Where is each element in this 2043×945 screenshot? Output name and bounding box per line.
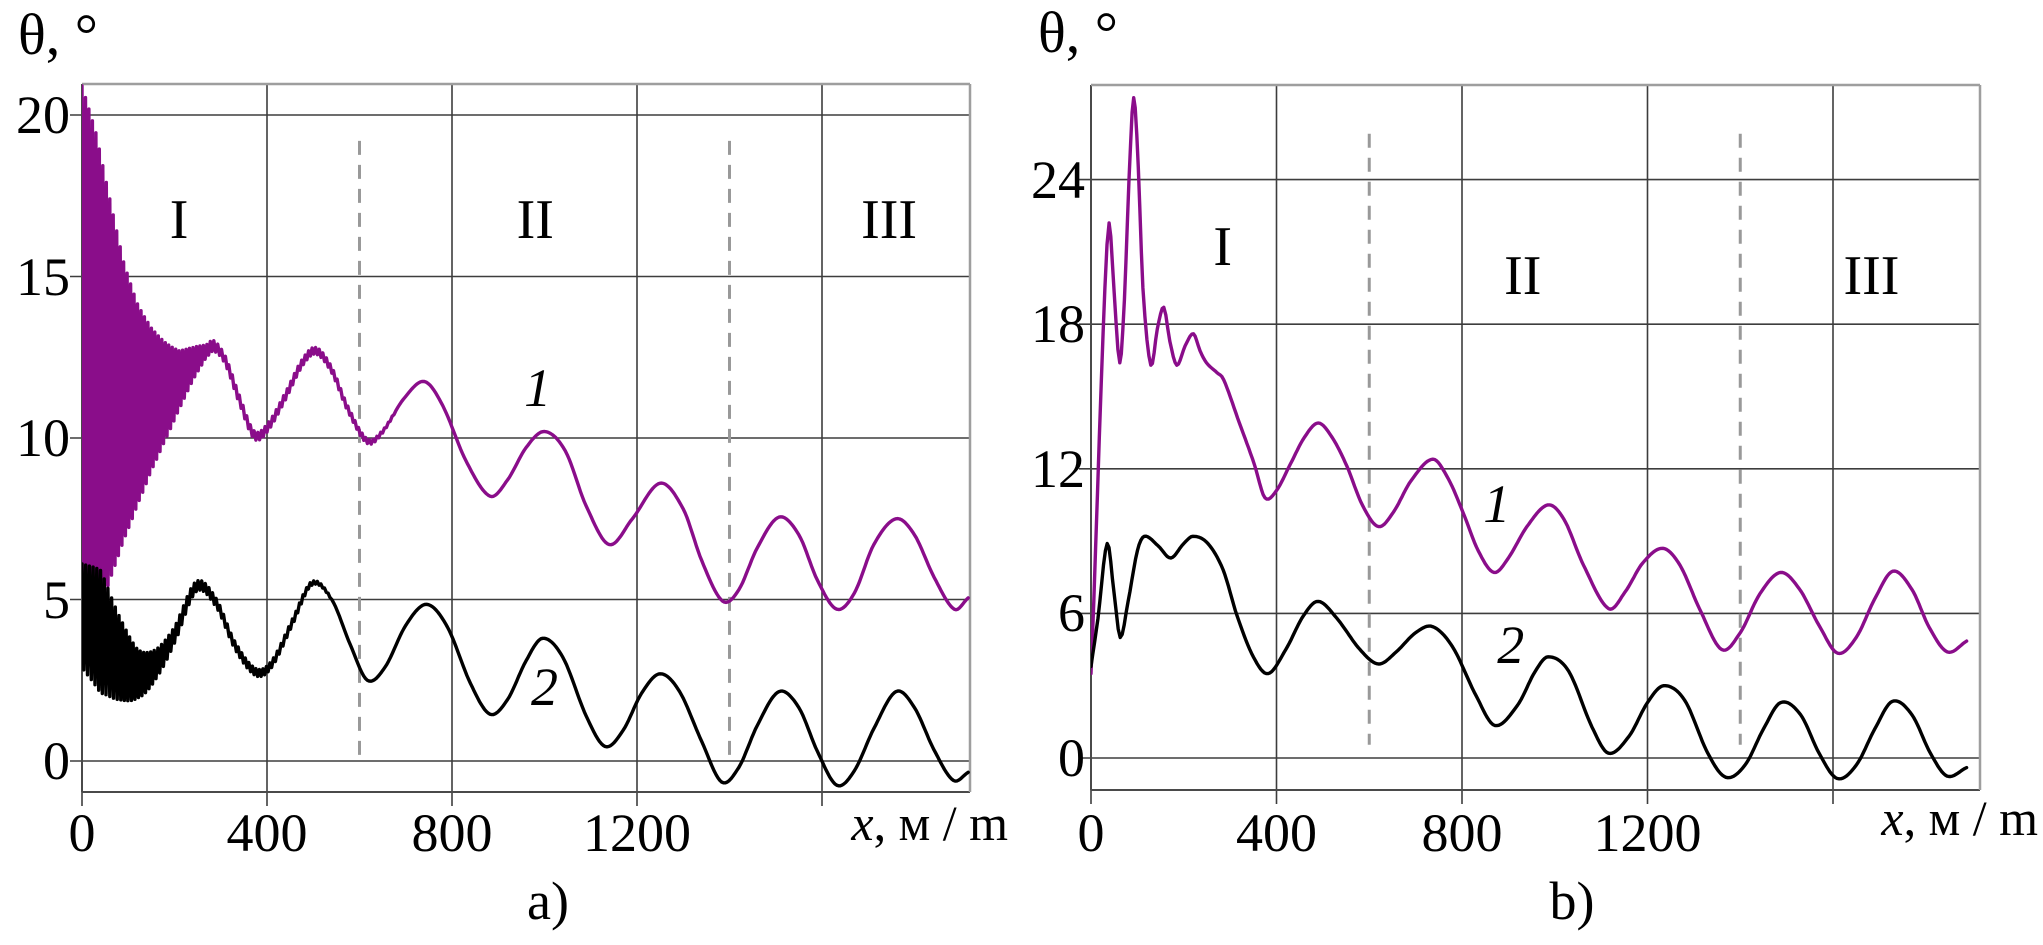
x-tick-label: 400 <box>226 803 308 863</box>
y-tick-label: 12 <box>1031 438 1085 499</box>
x-axis-variable: x <box>851 795 874 851</box>
chart-panel-b <box>1079 83 1982 804</box>
x-tick-label: 1200 <box>1593 803 1702 863</box>
y-tick-label: 24 <box>1031 149 1085 210</box>
x-tick-label: 1200 <box>583 803 691 863</box>
y-axis-label: θ, ° <box>18 2 98 67</box>
region-label-I: I <box>1213 216 1233 279</box>
chart-panel-a <box>70 82 972 806</box>
y-tick-label: 15 <box>16 246 70 307</box>
x-tick-label: 400 <box>1236 803 1317 863</box>
y-axis-label: θ, ° <box>1038 0 1118 65</box>
curve-1 <box>82 84 970 653</box>
curve-number-label: 2 <box>531 656 558 717</box>
x-tick-label: 0 <box>1077 803 1105 863</box>
y-tick-label: 10 <box>16 408 70 468</box>
x-axis-label: x, м / m <box>1881 793 2038 843</box>
x-axis-units: , м / m <box>1903 790 2038 846</box>
y-tick-label: 6 <box>1058 583 1085 644</box>
panel-caption-b: b) <box>1549 871 1595 931</box>
x-axis-variable: x <box>1881 790 1904 846</box>
y-tick-label: 18 <box>1031 294 1085 355</box>
curve-1 <box>1091 95 1969 676</box>
curve-number-label: 1 <box>524 357 552 418</box>
x-tick-label: 0 <box>68 803 96 863</box>
region-label-I: I <box>169 188 189 251</box>
region-label-III: III <box>861 188 918 251</box>
y-tick-label: 0 <box>43 731 70 791</box>
y-tick-label: 0 <box>1058 728 1085 788</box>
x-axis-label: x, м / m <box>851 798 1008 848</box>
curve-number-label: 2 <box>1497 614 1525 675</box>
y-tick-label: 5 <box>43 569 70 630</box>
curve-2 <box>82 562 970 788</box>
x-tick-label: 800 <box>411 803 493 863</box>
curve-2 <box>1091 534 1969 781</box>
x-tick-label: 800 <box>1421 803 1503 863</box>
y-tick-label: 20 <box>16 85 70 145</box>
x-axis-units: , м / m <box>873 795 1008 851</box>
panel-caption-a: a) <box>527 871 569 931</box>
curve-number-label: 1 <box>1483 473 1511 534</box>
region-label-II: II <box>1504 245 1542 307</box>
region-label-III: III <box>1843 245 1900 307</box>
region-label-II: II <box>516 188 554 251</box>
